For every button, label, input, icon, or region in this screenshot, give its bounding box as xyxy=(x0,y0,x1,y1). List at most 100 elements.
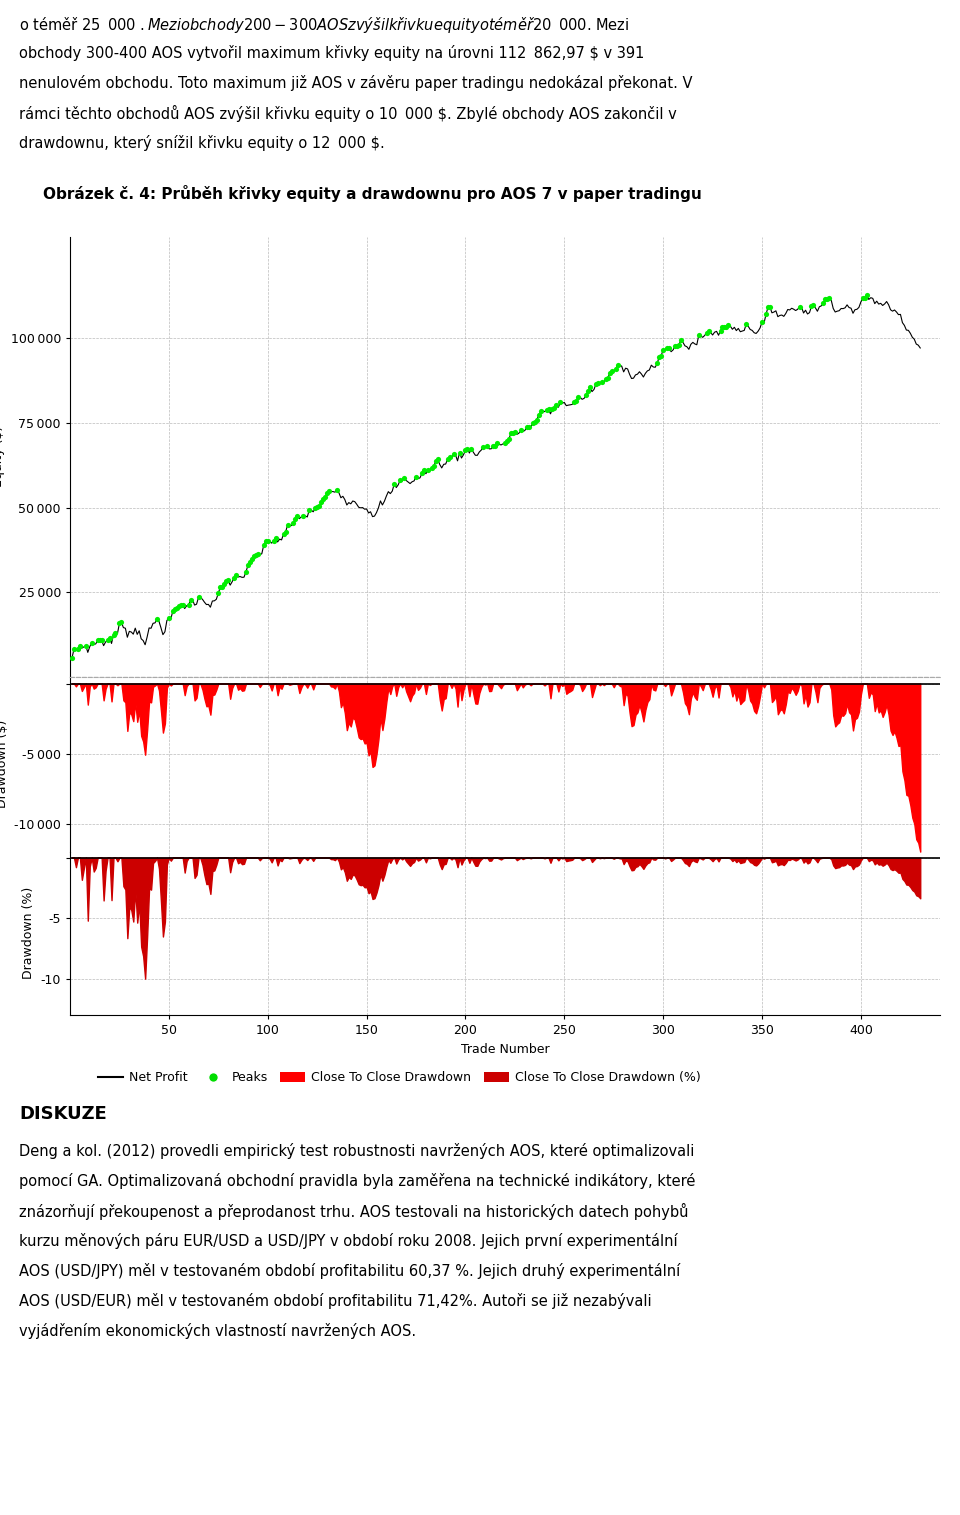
Point xyxy=(150,608,165,632)
Point xyxy=(167,597,182,621)
Point xyxy=(171,594,186,618)
Point xyxy=(792,294,807,318)
Point xyxy=(215,574,230,598)
Point xyxy=(822,286,837,311)
Point xyxy=(818,288,833,312)
Point xyxy=(598,367,613,391)
Point xyxy=(169,595,184,620)
Point xyxy=(266,529,281,553)
Point xyxy=(66,638,82,662)
Point xyxy=(426,454,442,479)
Point xyxy=(521,415,537,439)
Point xyxy=(544,397,560,421)
Point xyxy=(452,441,468,465)
Point xyxy=(604,359,619,383)
Point xyxy=(313,491,328,515)
Point xyxy=(547,395,563,420)
Point xyxy=(805,294,821,318)
Point xyxy=(667,333,683,358)
Text: drawdownu, který snížil křivku equity o 12 000 $.: drawdownu, který snížil křivku equity o … xyxy=(19,135,385,152)
Point xyxy=(322,479,337,503)
Point xyxy=(165,598,180,623)
Point xyxy=(113,611,129,635)
Point xyxy=(717,315,732,339)
Point xyxy=(721,314,736,338)
Point xyxy=(290,503,305,527)
Point xyxy=(486,433,501,458)
Point xyxy=(719,315,734,339)
Point xyxy=(519,415,535,439)
Point xyxy=(570,385,586,409)
Point xyxy=(320,480,335,504)
Point xyxy=(531,403,546,427)
Point xyxy=(656,338,671,362)
Text: o téměř 25 000 $. Mezi obchody 200-300 AOS zvýšil křivku equity o téměř 20 000 $: o téměř 25 000 $. Mezi obchody 200-300 A… xyxy=(19,15,630,35)
Point xyxy=(180,592,196,617)
Point xyxy=(84,630,100,654)
Point xyxy=(497,432,513,456)
Point xyxy=(859,283,875,308)
Point xyxy=(480,435,495,459)
Point xyxy=(78,633,93,658)
Point xyxy=(755,311,770,335)
Point xyxy=(396,467,412,491)
Point xyxy=(212,576,228,600)
Point xyxy=(760,295,776,320)
Point xyxy=(816,291,831,315)
Point xyxy=(583,376,598,400)
Point xyxy=(540,397,556,421)
Point xyxy=(316,488,331,512)
Point xyxy=(505,421,520,445)
Text: Deng a kol. (2012) provedli empirický test robustnosti navržených AOS, které opt: Deng a kol. (2012) provedli empirický te… xyxy=(19,1142,695,1159)
Point xyxy=(671,333,686,358)
Point xyxy=(221,568,236,592)
Text: Obrázek č. 4: Průběh křivky equity a drawdownu pro AOS 7 v paper tradingu: Obrázek č. 4: Průběh křivky equity a dra… xyxy=(43,185,702,201)
Point xyxy=(249,542,264,567)
Point xyxy=(286,511,301,535)
Point xyxy=(173,592,188,617)
Point xyxy=(311,494,326,518)
Text: AOS (USD/EUR) měl v testovaném období profitabilitu 71,42%. Autoři se již nezabý: AOS (USD/EUR) měl v testovaném období pr… xyxy=(19,1292,652,1309)
Point xyxy=(260,529,276,553)
Point xyxy=(70,636,85,661)
Point xyxy=(650,351,665,376)
X-axis label: Trade Number: Trade Number xyxy=(461,1042,549,1056)
Point xyxy=(415,462,430,486)
Point xyxy=(387,471,402,495)
Text: obchody 300-400 AOS vytvořil maximum křivky equity na úrovni 112 862,97 $ v 391: obchody 300-400 AOS vytvořil maximum kři… xyxy=(19,45,644,61)
Text: vyjádřením ekonomických vlastností navržených AOS.: vyjádřením ekonomických vlastností navrž… xyxy=(19,1323,417,1339)
Point xyxy=(318,485,333,509)
Point xyxy=(566,389,582,414)
Point xyxy=(588,373,604,397)
Text: kurzu měnových páru EUR/USD a USD/JPY v období roku 2008. Jejich první experimen: kurzu měnových páru EUR/USD a USD/JPY v … xyxy=(19,1233,678,1248)
Point xyxy=(417,459,432,483)
Point xyxy=(296,503,311,527)
Point xyxy=(499,429,515,453)
Point xyxy=(442,445,457,470)
Point xyxy=(699,320,714,344)
Point xyxy=(608,356,623,380)
Point xyxy=(246,544,261,568)
Point xyxy=(251,541,266,565)
Point xyxy=(460,436,475,461)
Point xyxy=(100,629,115,653)
Point xyxy=(673,327,688,351)
Point xyxy=(525,411,540,435)
Text: znázorňují překoupenost a přeprodanost trhu. AOS testovali na historických datec: znázorňují překoupenost a přeprodanost t… xyxy=(19,1203,688,1220)
Point xyxy=(92,629,108,653)
Text: DISKUZE: DISKUZE xyxy=(19,1104,107,1123)
Text: nenulovém obchodu. Toto maximum již AOS v závěru paper tradingu nedokázal překon: nenulovém obchodu. Toto maximum již AOS … xyxy=(19,76,693,91)
Point xyxy=(288,506,303,530)
Y-axis label: Drawdown ($): Drawdown ($) xyxy=(0,720,9,807)
Point xyxy=(691,323,707,347)
Point xyxy=(600,367,615,391)
Point xyxy=(581,379,596,403)
Point xyxy=(228,564,244,588)
Point xyxy=(256,533,272,558)
Point xyxy=(279,514,295,538)
Point xyxy=(161,606,177,630)
Point xyxy=(440,447,455,471)
Text: pomocí GA. Optimalizovaná obchodní pravidla byla zaměřena na technické indikátor: pomocí GA. Optimalizovaná obchodní pravi… xyxy=(19,1173,696,1189)
Legend: Net Profit, Peaks, Close To Close Drawdown, Close To Close Drawdown (%): Net Profit, Peaks, Close To Close Drawdo… xyxy=(93,1067,706,1089)
Point xyxy=(529,408,544,432)
